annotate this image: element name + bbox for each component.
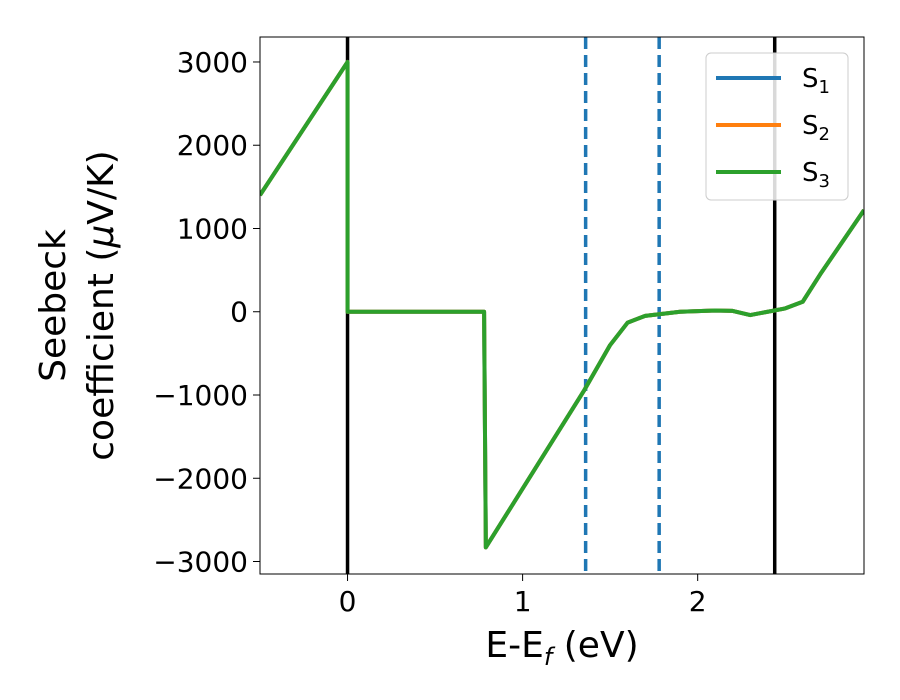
legend-label-s3: S3 bbox=[802, 158, 830, 192]
y-axis-label-post: V/K) bbox=[81, 150, 122, 224]
legend: S1 S2 S3 bbox=[705, 52, 849, 201]
y-axis-label-mu: μ bbox=[81, 225, 122, 249]
x-axis-label-base: E-E bbox=[485, 625, 543, 666]
legend-items: S1 S2 S3 bbox=[716, 64, 830, 192]
y-axis-label-line1: Seebeck bbox=[33, 229, 74, 382]
y-tick-label: 0 bbox=[230, 296, 248, 329]
y-tick-label: −2000 bbox=[153, 462, 248, 495]
plot-frame bbox=[259, 36, 865, 575]
x-tick-label: 2 bbox=[689, 585, 707, 618]
y-tick-label: −1000 bbox=[153, 379, 248, 412]
series-line-s3 bbox=[260, 59, 864, 550]
y-tick-label: −3000 bbox=[153, 546, 248, 579]
x-axis-label: E-Ef (eV) bbox=[485, 625, 638, 671]
y-tick-label: 2000 bbox=[177, 129, 248, 162]
x-axis-label-tail: (eV) bbox=[552, 625, 638, 666]
ticks-layer: 0 1 2 −3000 −2000 −1000 0 1000 2000 3000 bbox=[153, 46, 706, 618]
y-axis-label-pre: coefficient ( bbox=[81, 248, 122, 461]
y-axis-label-line2: coefficient (μV/K) bbox=[81, 150, 122, 460]
legend-label-s1: S1 bbox=[802, 64, 830, 98]
y-axis-label: Seebeck coefficient (μV/K) bbox=[33, 150, 122, 460]
legend-label-s2: S2 bbox=[802, 111, 830, 145]
x-tick-label: 0 bbox=[339, 585, 357, 618]
y-tick-label: 3000 bbox=[177, 46, 248, 79]
x-tick-label: 1 bbox=[514, 585, 532, 618]
y-tick-label: 1000 bbox=[177, 212, 248, 245]
